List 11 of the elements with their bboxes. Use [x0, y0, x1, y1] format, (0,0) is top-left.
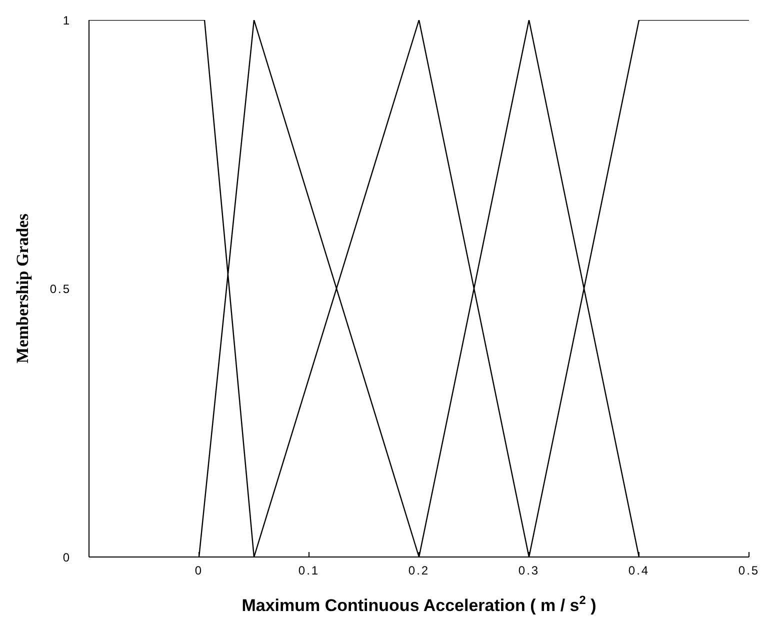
x-tick-label: 0 — [194, 564, 204, 578]
x-tick-label: 0.3 — [518, 564, 540, 578]
x-axis-title: Maximum Continuous Acceleration ( m / s$^{2}$ ) — [242, 593, 596, 615]
y-tick-label: 1 — [62, 13, 71, 28]
y-axis-title: Membership Grades — [12, 213, 32, 364]
y-tick-label: 0.5 — [50, 282, 71, 296]
x-tick-label: 0.4 — [628, 564, 650, 578]
y-tick-label: 0 — [62, 550, 71, 564]
x-tick-label: 0.1 — [298, 564, 320, 578]
x-tick-label: 0.2 — [408, 564, 430, 578]
x-tick-label: 0.5 — [738, 564, 760, 578]
